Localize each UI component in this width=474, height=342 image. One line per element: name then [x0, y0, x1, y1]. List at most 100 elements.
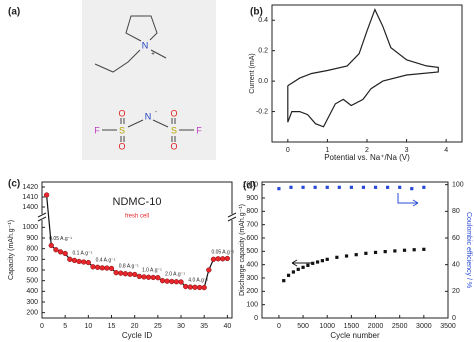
- point: [383, 250, 387, 254]
- point: [145, 274, 152, 280]
- atom-label: N: [142, 40, 149, 50]
- point: [361, 185, 366, 189]
- atom-label: O: [170, 141, 177, 151]
- point: [67, 256, 73, 262]
- panel-label: (b): [250, 7, 263, 18]
- point: [344, 254, 349, 258]
- y-tick-label: 800: [26, 246, 38, 253]
- x-tick-label: 0: [286, 147, 290, 154]
- point: [187, 284, 193, 290]
- x-tick-label: 1000: [319, 323, 335, 330]
- arrow: [397, 193, 419, 207]
- point: [315, 260, 320, 264]
- x-tick-label: 25: [154, 323, 162, 330]
- x-tick-label: 1: [325, 147, 329, 154]
- point: [410, 187, 414, 191]
- point: [373, 250, 378, 254]
- y-tick-label: 300: [26, 299, 38, 306]
- point: [62, 250, 68, 257]
- point: [373, 185, 378, 189]
- point: [286, 273, 291, 277]
- point: [335, 255, 339, 259]
- atom-label: S: [119, 125, 125, 135]
- y-tick-label: 500: [246, 248, 258, 255]
- atom-label: O: [118, 108, 125, 118]
- arrow: [291, 259, 312, 267]
- plot-frame: [41, 181, 233, 319]
- atom-label: F: [94, 125, 100, 135]
- y-tick-label: 700: [246, 222, 258, 229]
- atom-label: F: [196, 125, 202, 135]
- point: [220, 256, 226, 262]
- annotation: 1.0 A.g⁻¹: [142, 267, 162, 273]
- x-axis-label: Cycle number: [330, 331, 380, 340]
- y2-tick-label: 20: [452, 288, 460, 295]
- y-tick-label: 300: [246, 275, 258, 282]
- x-tick-label: 15: [108, 323, 116, 330]
- x-tick-label: 5: [63, 323, 67, 330]
- atom-label: N: [145, 111, 152, 121]
- annotation: 0.05 A.g⁻¹: [211, 250, 234, 256]
- point: [422, 247, 426, 251]
- point: [99, 265, 105, 271]
- chart-note: fresh cell: [125, 214, 149, 220]
- x-tick-label: 20: [131, 323, 139, 330]
- y2-tick-label: 80: [452, 208, 460, 215]
- y-tick-label: 1000: [242, 182, 258, 189]
- x-tick-label: 10: [84, 323, 92, 330]
- point: [364, 251, 368, 255]
- point: [150, 274, 156, 281]
- panel-label: (a): [8, 7, 20, 18]
- point: [224, 255, 231, 262]
- y-tick-label: 700: [26, 256, 38, 263]
- y2-tick-label: 40: [452, 262, 460, 269]
- propyl-bonds: [94, 49, 141, 73]
- x-tick-label: 2500: [392, 323, 408, 330]
- x-tick-label: 0: [277, 323, 281, 330]
- point: [173, 279, 180, 285]
- charge-label: +: [151, 52, 155, 58]
- x-tick-label: 1500: [344, 323, 360, 330]
- point: [206, 267, 212, 273]
- y-tick-label: 800: [246, 208, 258, 215]
- annotation: 0.8 A.g⁻¹: [119, 264, 139, 270]
- point: [325, 257, 329, 261]
- point: [402, 248, 407, 252]
- point: [108, 265, 115, 272]
- panel-label: (c): [8, 179, 20, 190]
- point: [354, 253, 358, 257]
- point: [118, 270, 124, 276]
- y-tick-label: 600: [246, 235, 258, 242]
- point: [43, 192, 50, 198]
- x-axis-label: Potential vs. Na⁺/Na (V): [324, 153, 410, 162]
- point: [289, 185, 293, 189]
- point: [48, 242, 54, 249]
- axis-break: [227, 212, 237, 222]
- y-axis-label: Capacity (mAh.g⁻¹): [8, 220, 15, 280]
- point: [306, 263, 310, 267]
- point: [386, 185, 390, 189]
- y2-tick-label: 0: [452, 315, 456, 322]
- point: [90, 264, 96, 270]
- axis-break: [38, 214, 46, 220]
- y-tick-label: 0.2: [258, 48, 268, 55]
- annotation: 0.1 A.g⁻¹: [72, 251, 92, 257]
- y2-axis-label: Coulombic efficiency / %: [465, 212, 472, 288]
- point: [104, 265, 110, 271]
- point: [311, 261, 315, 265]
- annotation: 2.0 A.g⁻¹: [165, 272, 185, 278]
- series-line: [287, 8, 439, 128]
- atom-label: S: [171, 125, 177, 135]
- plot-frame: [271, 4, 463, 143]
- point: [422, 185, 426, 189]
- y-tick-label: 1400: [22, 204, 38, 211]
- point: [169, 278, 175, 285]
- axis-break: [37, 212, 47, 222]
- y-tick-label: 0.0: [258, 78, 268, 85]
- atom-label: O: [170, 108, 177, 118]
- point: [113, 270, 119, 276]
- point: [127, 271, 133, 277]
- y-tick-label: -0.2: [256, 108, 268, 115]
- y-axis-label: Discharge capacity (mAh.g⁻¹): [239, 204, 246, 296]
